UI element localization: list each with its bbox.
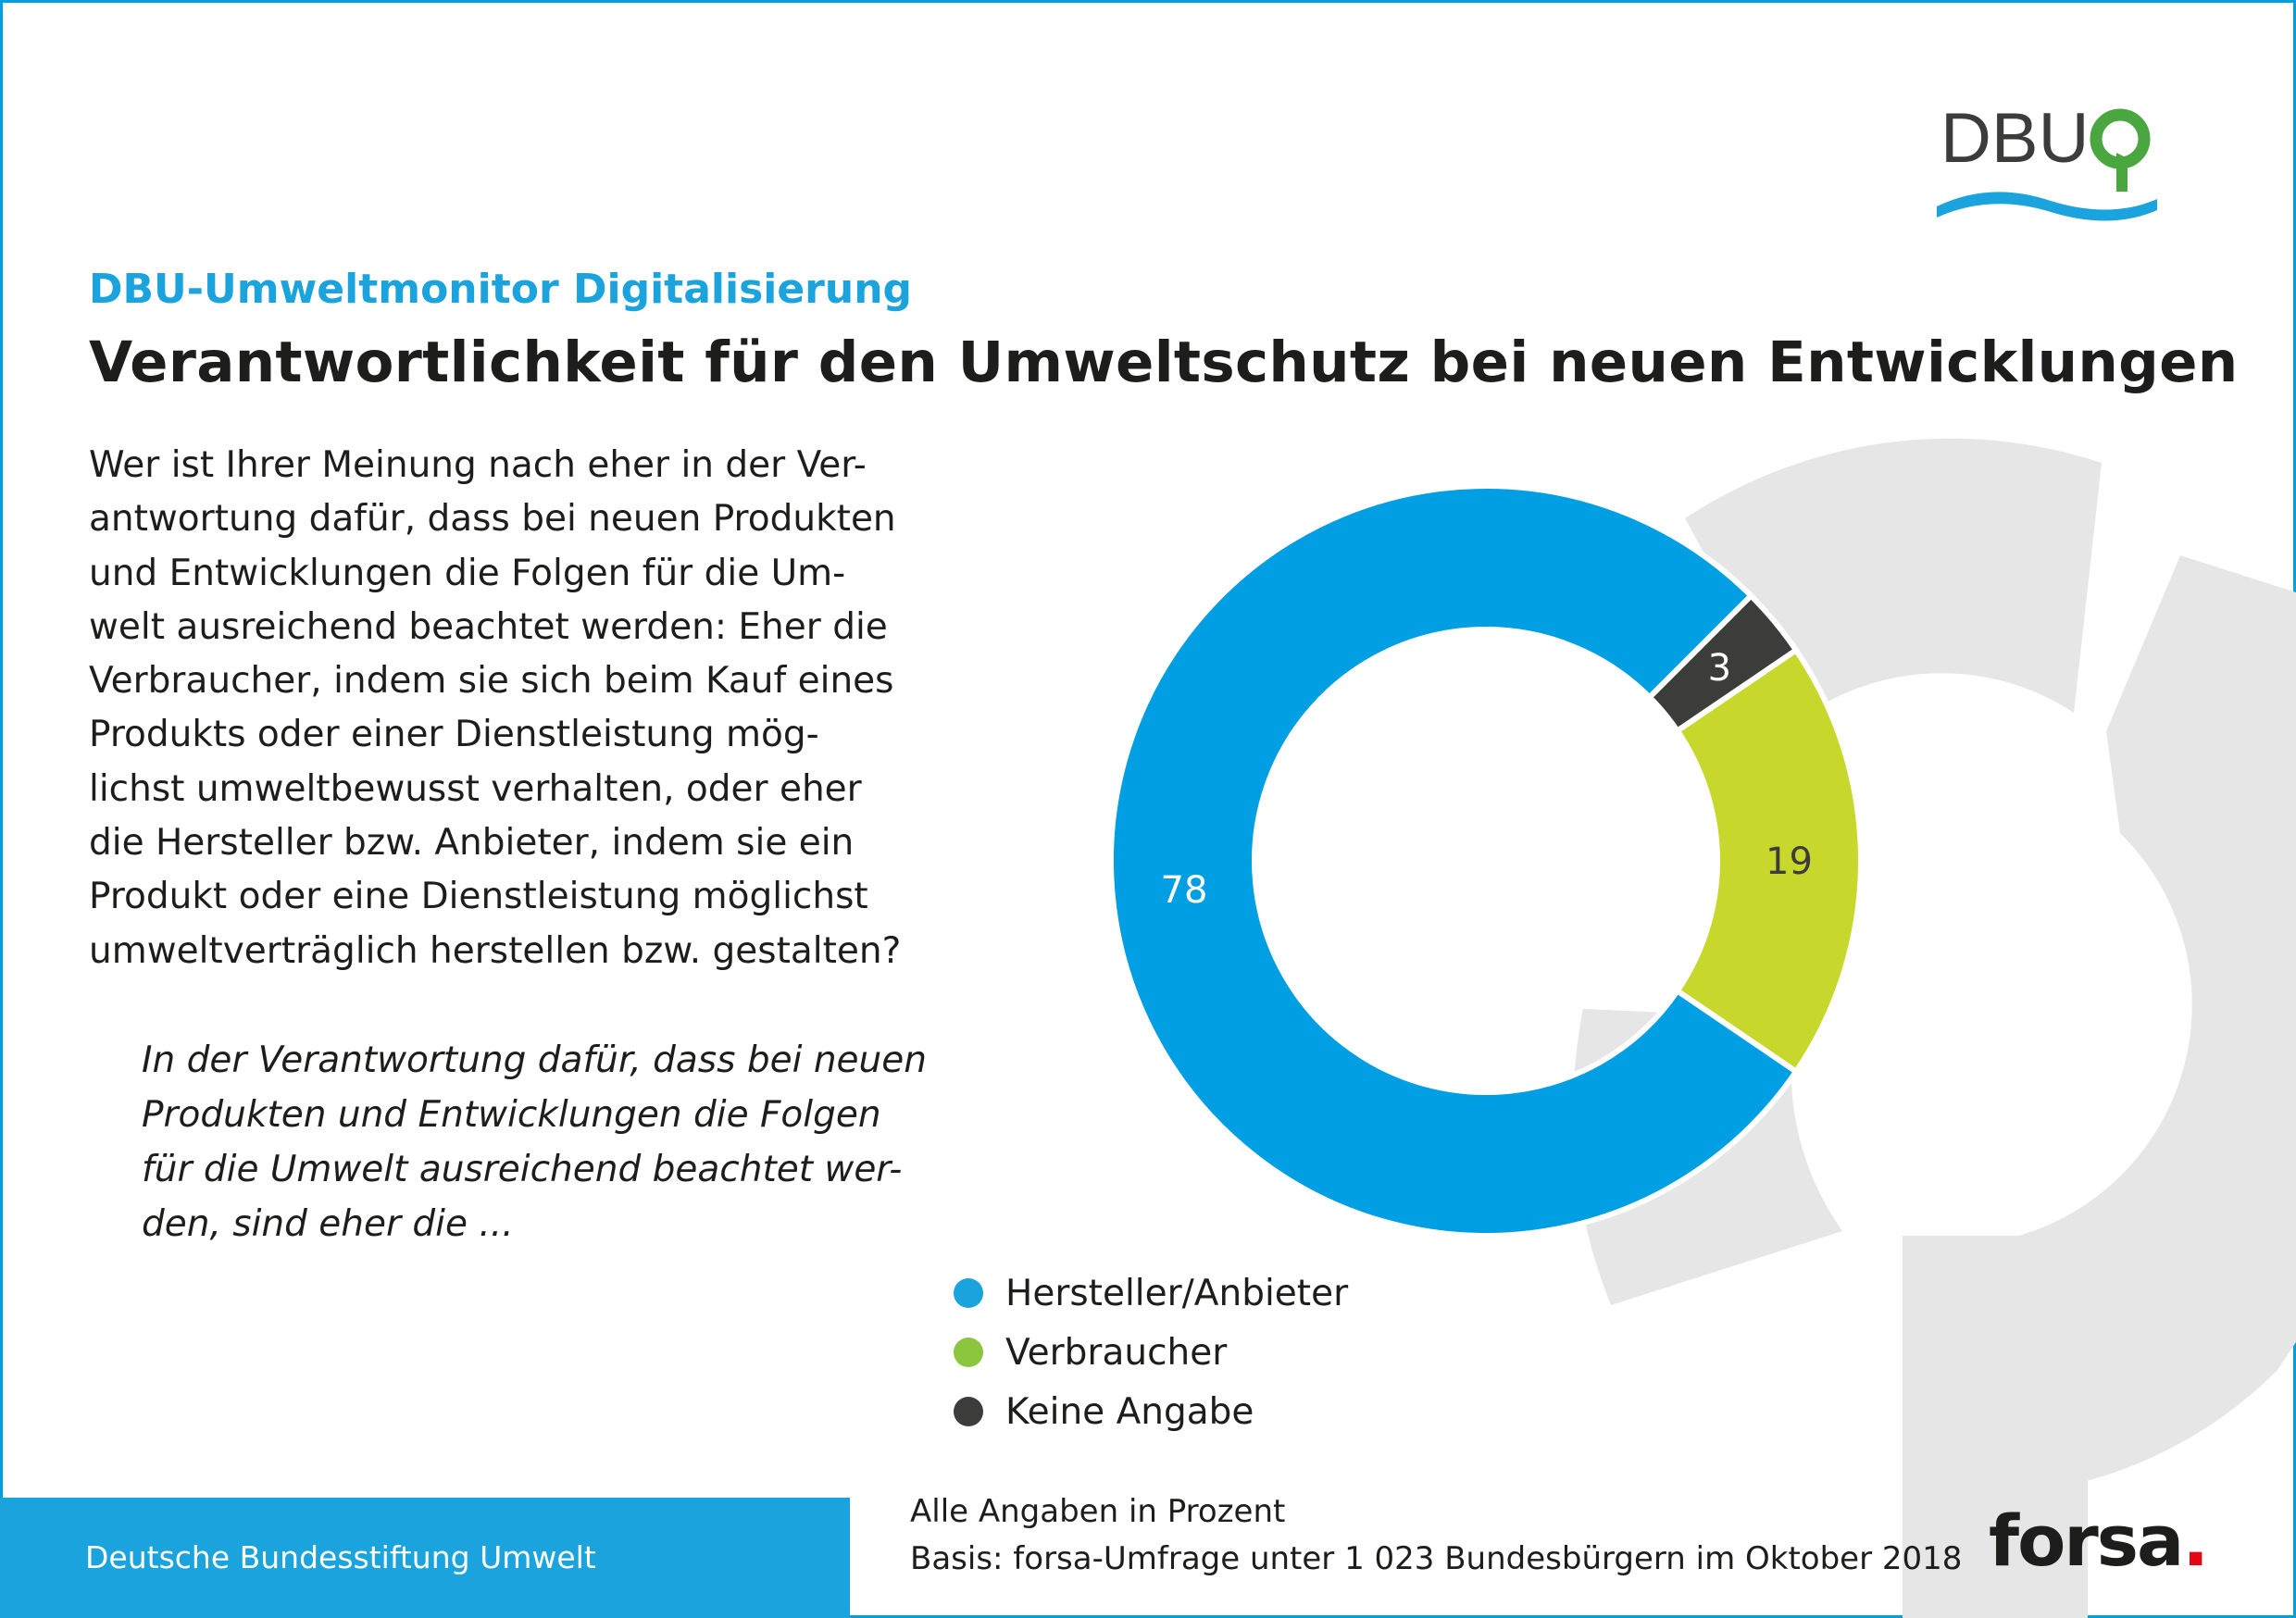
- answer-line: für die Umwelt ausreichend beachtet wer-: [142, 1149, 903, 1190]
- legend-label: Verbraucher: [1005, 1331, 1228, 1374]
- question-line: lichst umweltbewusst verhalten, oder ehe…: [89, 767, 862, 810]
- forsa-logo: forsa.: [1989, 1500, 2209, 1582]
- forsa-logo-text: forsa: [1989, 1500, 2184, 1582]
- chart-legend: Hersteller/Anbieter Verbraucher Keine An…: [954, 1263, 1348, 1441]
- legend-item: Verbraucher: [954, 1323, 1348, 1382]
- question-line: umweltverträglich herstellen bzw. gestal…: [89, 929, 902, 972]
- question-line: antwortung dafür, dass bei neuen Produkt…: [89, 498, 896, 541]
- forsa-logo-dot: .: [2182, 1500, 2209, 1582]
- footer-organization: Deutsche Bundesstiftung Umwelt: [85, 1539, 596, 1575]
- donut-slice: [1673, 646, 1864, 1076]
- answer-line: In der Verantwortung dafür, dass bei neu…: [142, 1039, 927, 1081]
- question-line: Verbraucher, indem sie sich beim Kauf ei…: [89, 660, 894, 703]
- legend-label: Hersteller/Anbieter: [1005, 1272, 1349, 1314]
- page-title: Verantwortlichkeit für den Umweltschutz …: [89, 330, 2239, 395]
- answer-line: den, sind eher die ...: [142, 1203, 514, 1245]
- legend-swatch: [954, 1338, 983, 1367]
- donut-chart: 19 78 3: [1111, 483, 1864, 1238]
- answer-intro: In der Verantwortung dafür, dass bei neu…: [142, 1033, 927, 1251]
- data-label: 78: [1161, 869, 1208, 912]
- legend-label: Keine Angabe: [1005, 1390, 1254, 1433]
- question-line: und Entwicklungen die Folgen für die Um-: [89, 552, 846, 594]
- dbu-logo: DBU: [1937, 99, 2157, 221]
- dbu-logo-text: DBU: [1940, 99, 2089, 178]
- question-line: Produkts oder einer Dienstleistung mög-: [89, 714, 819, 756]
- legend-swatch: [954, 1397, 983, 1426]
- data-label: 3: [1708, 647, 1731, 690]
- survey-question: Wer ist Ihrer Meinung nach eher in der V…: [89, 439, 902, 978]
- question-line: Produkt oder eine Dienstleistung möglich…: [89, 876, 868, 918]
- question-line: die Hersteller bzw. Anbieter, indem sie …: [89, 822, 855, 865]
- footer-bar: [0, 1498, 850, 1618]
- legend-item: Hersteller/Anbieter: [954, 1263, 1348, 1323]
- answer-line: Produkten und Entwicklungen die Folgen: [142, 1094, 881, 1136]
- donut-slice: [1111, 483, 1801, 1238]
- page-subtitle: DBU-Umweltmonitor Digitalisierung: [89, 266, 913, 313]
- donut-slice: [1645, 591, 1801, 735]
- unit-note: Alle Angaben in Prozent: [910, 1493, 1286, 1530]
- question-line: welt ausreichend beachtet werden: Eher d…: [89, 605, 888, 648]
- data-label: 19: [1766, 840, 1813, 883]
- legend-item: Keine Angabe: [954, 1382, 1348, 1441]
- legend-swatch: [954, 1278, 983, 1308]
- question-line: Wer ist Ihrer Meinung nach eher in der V…: [89, 444, 867, 486]
- basis-note: Basis: forsa-Umfrage unter 1 023 Bundesb…: [910, 1540, 1963, 1577]
